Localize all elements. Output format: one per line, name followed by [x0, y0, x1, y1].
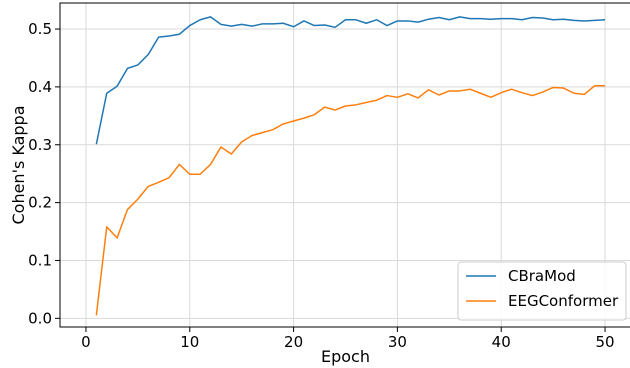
- y-tick-label: 0.3: [28, 136, 52, 154]
- y-tick-label: 0.4: [28, 78, 52, 96]
- x-tick-label: 30: [388, 333, 407, 351]
- series-layer: [95, 16, 606, 316]
- grid-lines: [60, 3, 630, 327]
- x-tick-label: 10: [180, 333, 199, 351]
- x-tick-label: 50: [595, 333, 614, 351]
- y-axis-label: Cohen's Kappa: [9, 105, 28, 224]
- legend: CBraMod EEGConformer: [457, 261, 627, 321]
- y-tick-label: 0.1: [28, 251, 52, 269]
- y-tick-label: 0.2: [28, 194, 52, 212]
- axis-ticks: 0 10 20 30 40 50 0.0 0.1 0.2 0.3 0.4 0.5: [28, 20, 614, 351]
- legend-label-cbramod: CBraMod: [508, 267, 576, 285]
- y-tick-label: 0.0: [28, 309, 52, 327]
- legend-box: [457, 261, 627, 321]
- x-tick-label: 40: [492, 333, 511, 351]
- x-tick-label: 20: [284, 333, 303, 351]
- series-line-eegconformer: [95, 84, 606, 316]
- legend-label-eegconformer: EEGConformer: [508, 292, 619, 310]
- plot-frame: [59, 2, 630, 328]
- x-axis-label: Epoch: [321, 347, 370, 366]
- series-line-cbramod: [95, 16, 606, 145]
- x-tick-label: 0: [81, 333, 91, 351]
- y-tick-label: 0.5: [28, 20, 52, 38]
